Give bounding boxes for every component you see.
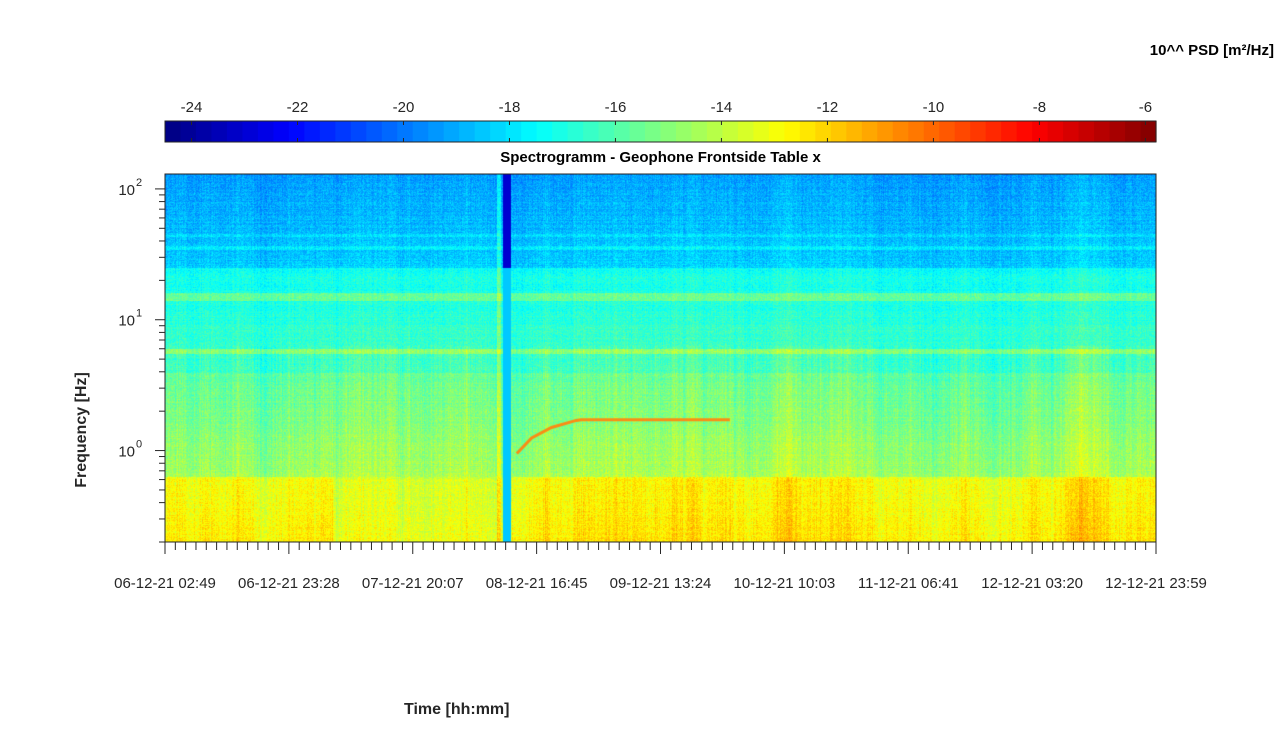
colorbar-segment [830, 121, 847, 142]
colorbar-segment [536, 121, 553, 142]
colorbar-tick-label: -20 [393, 99, 415, 116]
x-tick-label: 08-12-21 16:45 [486, 575, 588, 592]
y-tick-label: 10 [118, 182, 135, 199]
colorbar-segment [861, 121, 878, 142]
colorbar-segment [180, 121, 197, 142]
x-tick-label: 09-12-21 13:24 [610, 575, 712, 592]
colorbar-segment [583, 121, 600, 142]
colorbar-segment [257, 121, 274, 142]
colorbar-segment [799, 121, 816, 142]
colorbar-segment [412, 121, 429, 142]
colorbar-segment [474, 121, 491, 142]
x-tick-label: 10-12-21 10:03 [734, 575, 836, 592]
colorbar-segment [1032, 121, 1049, 142]
colorbar-segment [1125, 121, 1142, 142]
colorbar-segment [954, 121, 971, 142]
x-tick-label: 12-12-21 23:59 [1105, 575, 1207, 592]
colorbar-segment [319, 121, 336, 142]
colorbar-segment [226, 121, 244, 142]
colorbar-segment [1109, 121, 1126, 142]
colorbar-segment [970, 121, 987, 142]
colorbar-segment [939, 121, 956, 142]
colorbar-tick-label: -22 [287, 99, 309, 116]
colorbar-tick-label: -24 [181, 99, 203, 116]
colorbar-segment [350, 121, 367, 142]
colorbar-segment [1016, 121, 1033, 142]
colorbar-segment [985, 121, 1002, 142]
x-axis: 06-12-21 02:49 06-12-21 23:28 07-12-21 20:… [114, 542, 1207, 592]
colorbar-segment [242, 121, 259, 142]
colorbar-segment [1094, 121, 1111, 142]
colorbar-segment [629, 121, 646, 142]
colorbar-tick-label: -12 [817, 99, 839, 116]
colorbar-segment [459, 121, 476, 142]
x-tick-label: 06-12-21 02:49 [114, 575, 216, 592]
colorbar-segment [397, 121, 414, 142]
x-axis-label: Time [hh:mm] [404, 701, 510, 718]
colorbar-tick-label: -14 [711, 99, 733, 116]
colorbar-segment [598, 121, 615, 142]
colorbar-segment [706, 121, 724, 142]
colorbar-segment [691, 121, 708, 142]
colorbar-segment [846, 121, 863, 142]
colorbar-segment [1047, 121, 1064, 142]
x-tick-label: 06-12-21 23:28 [238, 575, 340, 592]
x-tick-label: 11-12-21 06:41 [858, 575, 959, 592]
colorbar-frame [164, 120, 1157, 143]
colorbar-segment [1140, 121, 1157, 142]
colorbar-segment [211, 121, 228, 142]
colorbar-segment [923, 121, 940, 142]
colorbar-segment [381, 121, 398, 142]
y-tick-exponent: 1 [136, 308, 142, 320]
x-tick-label: 12-12-21 03:20 [981, 575, 1083, 592]
y-tick-exponent: 2 [136, 177, 142, 189]
colorbar-segment [722, 121, 739, 142]
colorbar-segment [815, 121, 832, 142]
spectrogram-plot-area [164, 173, 1157, 543]
colorbar-unit-label: 10^^ PSD [m²/Hz] [1149, 42, 1274, 59]
colorbar-segment [490, 121, 507, 142]
colorbar-segment [366, 121, 383, 142]
colorbar-segment [304, 121, 321, 142]
colorbar-segment [195, 121, 213, 142]
colorbar-segment [505, 121, 522, 142]
colorbar-segment [288, 121, 305, 142]
colorbar-segment [335, 121, 352, 142]
colorbar-segment [768, 121, 785, 142]
y-tick-label: 10 [118, 313, 135, 330]
y-tick-label: 10 [118, 444, 135, 461]
y-tick-exponent: 0 [136, 439, 142, 451]
colorbar-tick-label: -6 [1139, 99, 1152, 116]
colorbar: -24 -22 -20 -18 -16 -14 -12 -10 -8 -6 [164, 99, 1157, 143]
colorbar-segment [1063, 121, 1080, 142]
colorbar-segment [443, 121, 460, 142]
colorbar-segment [521, 121, 538, 142]
colorbar-tick-label: -10 [923, 99, 945, 116]
colorbar-segment [675, 121, 693, 142]
colorbar-segment [908, 121, 925, 142]
colorbar-segment [877, 121, 894, 142]
chart-title: Spectrogramm - Geophone Frontside Table … [500, 149, 821, 166]
colorbar-segment [567, 121, 584, 142]
colorbar-segment [1001, 121, 1018, 142]
colorbar-segment [645, 121, 662, 142]
colorbar-segment [753, 121, 770, 142]
x-tick-label: 07-12-21 20:07 [362, 575, 464, 592]
colorbar-tick-label: -18 [499, 99, 521, 116]
colorbar-tick-label: -8 [1033, 99, 1046, 116]
colorbar-segment [273, 121, 290, 142]
colorbar-tick-label: -16 [605, 99, 627, 116]
colorbar-segment [660, 121, 677, 142]
spectrogram-heatmap [165, 174, 1156, 542]
colorbar-segment [892, 121, 909, 142]
colorbar-segment [428, 121, 445, 142]
colorbar-segment [614, 121, 631, 142]
colorbar-segment [784, 121, 801, 142]
colorbar-segment [1078, 121, 1095, 142]
colorbar-segment [552, 121, 569, 142]
colorbar-segment [165, 121, 182, 142]
colorbar-segment [737, 121, 755, 142]
